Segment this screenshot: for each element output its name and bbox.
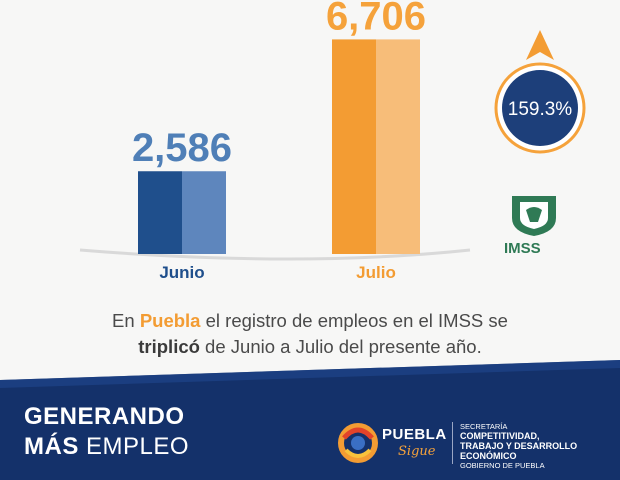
brand-name: PUEBLA (382, 426, 447, 443)
bar-julio (332, 39, 376, 254)
imss-label: IMSS (504, 240, 541, 257)
growth-percentage: 159.3% (508, 99, 573, 120)
bar-chart: 2,586 Junio 6,706 Julio 159.3% (79, 0, 586, 282)
slogan-rest: EMPLEO (78, 433, 190, 460)
dept-line5: GOBIERNO DE PUEBLA (460, 461, 545, 470)
growth-badge: 159.3% (494, 30, 586, 154)
badge-disc (502, 70, 578, 146)
puebla-sigue-brand: PUEBLA Sigue SECRETARÍA COMPETITIVIDAD, … (336, 418, 606, 470)
bar-junio-highlight (182, 171, 226, 254)
slogan-bold: MÁS (24, 433, 79, 460)
brand-tagline: Sigue (398, 444, 436, 459)
chart-baseline (79, 248, 471, 261)
dept-line2: COMPETITIVIDAD, (460, 431, 540, 441)
footer-band (0, 360, 620, 480)
caption-highlight: Puebla (139, 310, 201, 331)
dept-line4: ECONÓMICO (460, 451, 517, 461)
dept-line3: TRABAJO Y DESARROLLO (460, 441, 578, 451)
caption-text: En Puebla el registro de empleos en el I… (40, 308, 580, 360)
caption-post: de Junio a Julio del presente año. (199, 336, 482, 357)
slogan-line1: GENERANDO (24, 403, 185, 430)
up-arrow-icon (526, 30, 554, 60)
bar-junio (138, 171, 182, 254)
bar-julio-highlight (376, 39, 420, 254)
dept-line1: SECRETARÍA (460, 422, 508, 431)
brand-divider (452, 422, 453, 464)
caption-bold: triplicó (138, 336, 200, 357)
slogan: GENERANDO MÁS EMPLEO (24, 402, 189, 462)
category-label-julio: Julio (356, 263, 396, 282)
caption-mid: el registro de empleos en el IMSS se (200, 310, 508, 331)
imss-eagle-logo-icon (512, 196, 556, 236)
bars-group: 2,586 Junio 6,706 Julio (132, 0, 426, 282)
department-name: SECRETARÍA COMPETITIVIDAD, TRABAJO Y DES… (460, 422, 577, 470)
value-label-junio: 2,586 (132, 126, 232, 170)
category-label-junio: Junio (159, 263, 204, 282)
puebla-swirl-logo-icon (338, 423, 378, 463)
caption-pre: En (112, 310, 140, 331)
value-label-julio: 6,706 (326, 0, 426, 38)
